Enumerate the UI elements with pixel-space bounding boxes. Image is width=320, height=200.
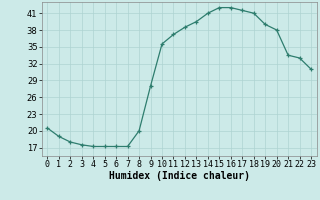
X-axis label: Humidex (Indice chaleur): Humidex (Indice chaleur) bbox=[109, 171, 250, 181]
